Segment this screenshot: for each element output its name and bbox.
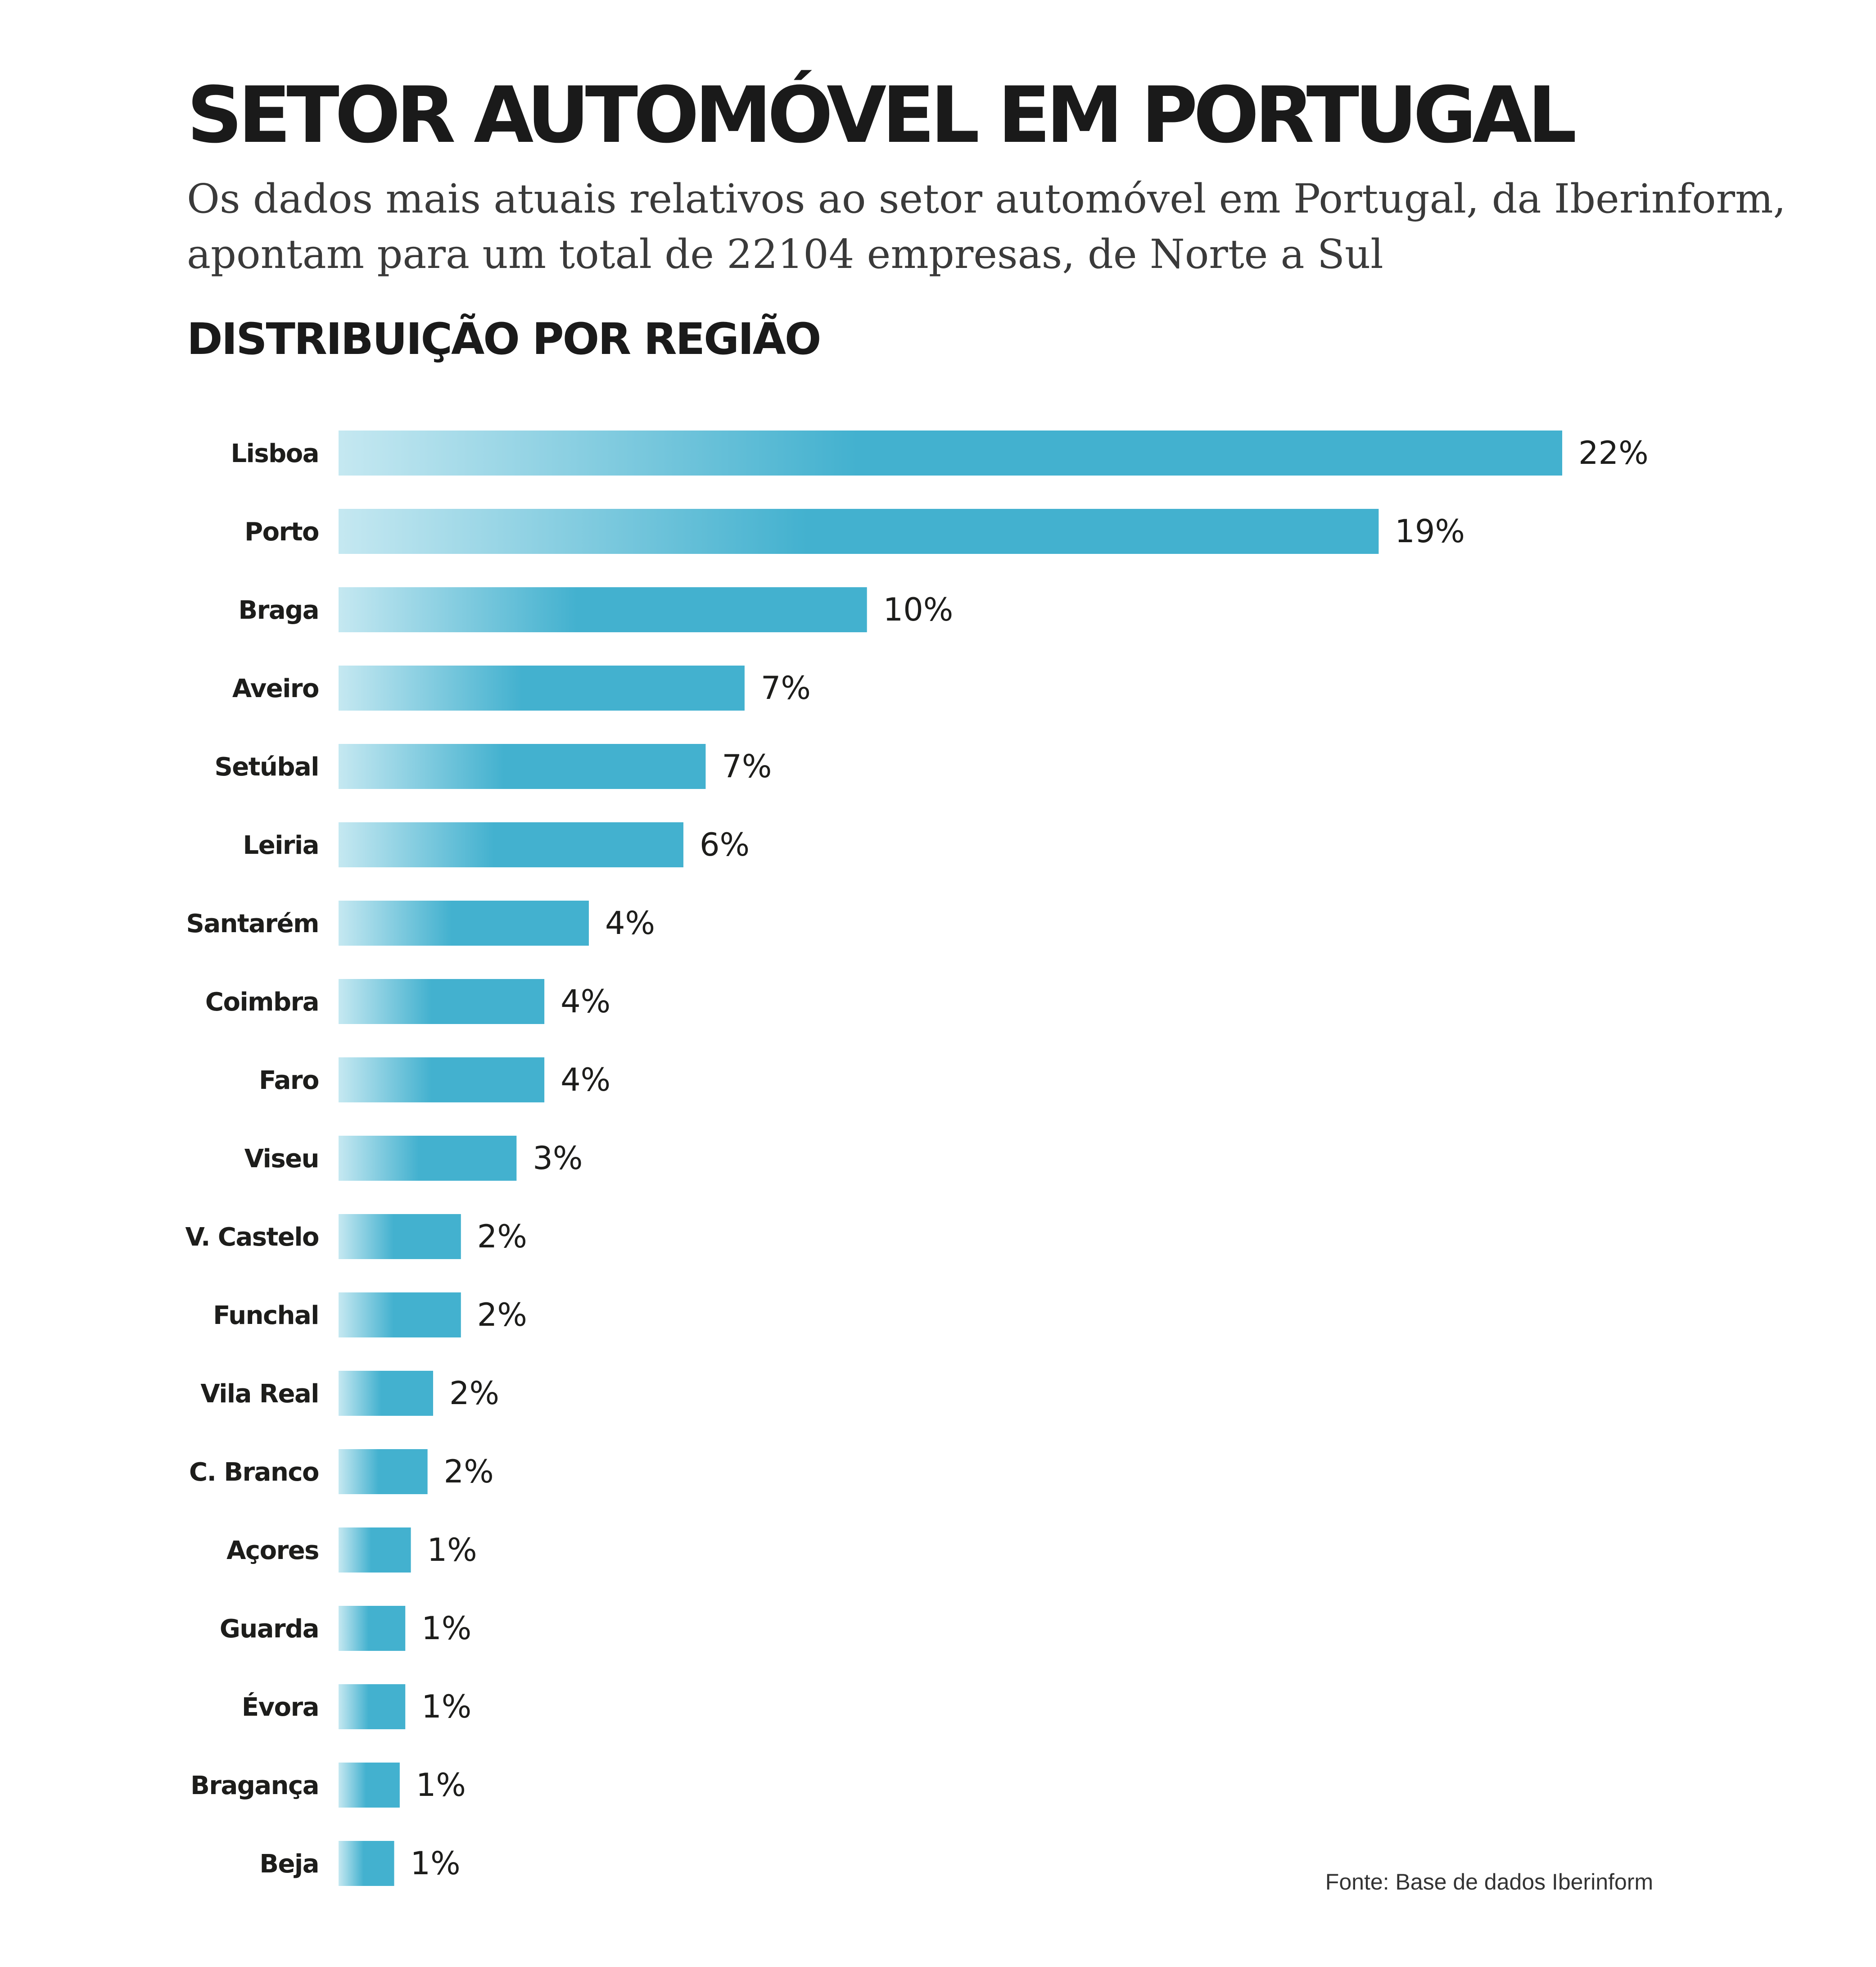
category-label: Coimbra	[205, 988, 319, 1017]
bar	[339, 431, 1562, 476]
chart-subtitle: Os dados mais atuais relativos ao setor …	[187, 171, 1786, 282]
category-label: Évora	[242, 1692, 319, 1722]
bar	[339, 979, 545, 1024]
subtitle-line-2: apontam para um total de 22104 empresas,…	[187, 231, 1383, 277]
value-label: 7%	[722, 748, 772, 785]
source-note: Fonte: Base de dados Iberinform	[1325, 1869, 1653, 1894]
bar	[339, 1214, 461, 1259]
category-label: Vila Real	[200, 1379, 319, 1409]
section-title: DISTRIBUIÇÃO POR REGIÃO	[187, 314, 822, 364]
value-label: 10%	[883, 591, 954, 628]
bar	[339, 1684, 406, 1729]
value-label: 19%	[1395, 513, 1465, 550]
value-label: 4%	[561, 983, 610, 1020]
category-label: C. Branco	[189, 1458, 319, 1487]
category-label: V. Castelo	[185, 1223, 319, 1252]
category-label: Santarém	[186, 909, 319, 938]
bar	[339, 1841, 394, 1886]
bar	[339, 1371, 434, 1416]
value-label: 1%	[427, 1532, 477, 1568]
category-label: Faro	[259, 1066, 319, 1095]
category-label: Leiria	[243, 831, 319, 860]
bar	[339, 1449, 428, 1494]
value-label: 2%	[477, 1296, 527, 1333]
category-label: Açores	[226, 1536, 319, 1565]
bar	[339, 1136, 517, 1181]
category-label: Bragança	[190, 1771, 319, 1800]
value-label: 7%	[761, 670, 811, 707]
category-label: Funchal	[213, 1301, 319, 1330]
category-label: Guarda	[220, 1614, 319, 1644]
value-label: 1%	[411, 1845, 461, 1882]
category-label: Braga	[239, 596, 319, 625]
bar	[339, 901, 589, 946]
value-label: 1%	[421, 1688, 471, 1725]
bar	[339, 587, 867, 632]
value-label: 22%	[1578, 435, 1649, 471]
bar	[339, 744, 706, 789]
value-label: 4%	[561, 1061, 610, 1098]
value-label: 2%	[449, 1375, 499, 1412]
category-label: Porto	[244, 517, 319, 547]
category-label: Viseu	[244, 1144, 319, 1174]
bar	[339, 666, 745, 711]
value-label: 1%	[421, 1610, 471, 1647]
bar-chart: Lisboa 22% Porto 19% Braga 10% Aveiro 7% Setúbal…	[185, 431, 1649, 1886]
bar	[339, 822, 683, 867]
category-label: Setúbal	[214, 752, 319, 782]
value-label: 1%	[416, 1767, 466, 1804]
bar	[339, 1763, 400, 1808]
value-label: 2%	[444, 1453, 494, 1490]
subtitle-line-1: Os dados mais atuais relativos ao setor …	[187, 175, 1786, 222]
category-label: Aveiro	[232, 674, 319, 703]
bar	[339, 1057, 545, 1102]
value-label: 4%	[605, 905, 655, 942]
bar	[339, 1527, 411, 1573]
bar	[339, 1606, 406, 1651]
bar	[339, 1292, 461, 1337]
bar	[339, 509, 1379, 554]
category-label: Beja	[259, 1849, 319, 1879]
chart-title: SETOR AUTOMÓVEL EM PORTUGAL	[187, 70, 1577, 160]
category-label: Lisboa	[231, 439, 319, 468]
value-label: 2%	[477, 1218, 527, 1255]
value-label: 3%	[533, 1140, 583, 1177]
value-label: 6%	[700, 826, 750, 863]
